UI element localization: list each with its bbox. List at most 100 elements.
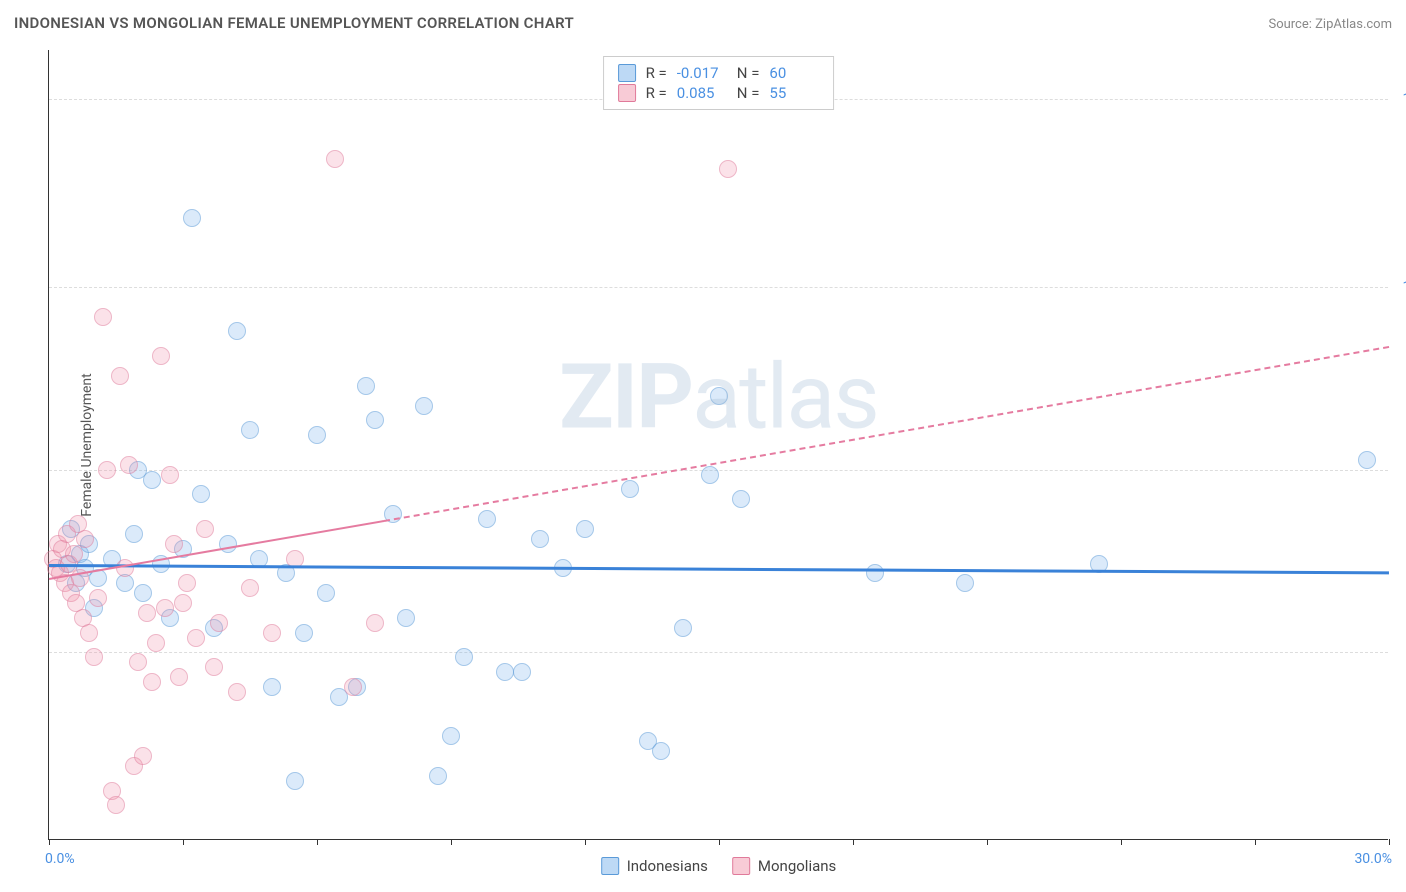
point-indonesian [429, 767, 447, 785]
point-mongolian [94, 308, 112, 326]
point-mongolian [161, 466, 179, 484]
point-indonesian [415, 397, 433, 415]
point-indonesian [478, 510, 496, 528]
point-indonesian [455, 648, 473, 666]
point-mongolian [143, 673, 161, 691]
point-indonesian [1358, 451, 1376, 469]
point-indonesian [701, 466, 719, 484]
point-mongolian [152, 347, 170, 365]
x-tick [1389, 839, 1390, 845]
point-indonesian [576, 520, 594, 538]
point-mongolian [263, 624, 281, 642]
n-value-series2: 55 [769, 84, 819, 102]
point-indonesian [228, 322, 246, 340]
point-indonesian [866, 564, 884, 582]
n-label: N = [737, 84, 760, 102]
point-indonesian [183, 209, 201, 227]
point-mongolian [187, 629, 205, 647]
legend-item-series1: Indonesians [601, 857, 708, 875]
point-mongolian [241, 579, 259, 597]
stats-row-series2: R = 0.085 N = 55 [618, 83, 820, 103]
x-axis-min-label: 0.0% [45, 851, 75, 867]
legend-item-series2: Mongolians [732, 857, 836, 875]
point-mongolian [85, 648, 103, 666]
point-indonesian [263, 678, 281, 696]
point-mongolian [156, 599, 174, 617]
r-value-series2: 0.085 [677, 84, 727, 102]
point-mongolian [344, 678, 362, 696]
stats-row-series1: R = -0.017 N = 60 [618, 63, 820, 83]
legend-label-series1: Indonesians [627, 857, 708, 875]
scatter-plot: Female Unemployment 3.8%7.5%11.2%15.0% Z… [48, 50, 1388, 840]
point-indonesian [674, 619, 692, 637]
point-mongolian [210, 614, 228, 632]
watermark-bold: ZIP [559, 345, 692, 450]
y-tick-label: 7.5% [1392, 462, 1406, 478]
swatch-series1 [618, 64, 636, 82]
x-tick [987, 839, 988, 845]
x-axis-max-label: 30.0% [1354, 851, 1392, 867]
correlation-stats-box: R = -0.017 N = 60 R = 0.085 N = 55 [603, 56, 835, 110]
trendline-mongolian [49, 520, 384, 580]
n-value-series1: 60 [769, 64, 819, 82]
point-mongolian [98, 461, 116, 479]
point-mongolian [89, 589, 107, 607]
point-mongolian [107, 796, 125, 814]
gridline [49, 287, 1388, 288]
point-mongolian [76, 530, 94, 548]
point-indonesian [442, 727, 460, 745]
point-indonesian [732, 490, 750, 508]
x-tick [1121, 839, 1122, 845]
point-mongolian [170, 668, 188, 686]
point-indonesian [531, 530, 549, 548]
point-indonesian [652, 742, 670, 760]
y-tick-label: 11.2% [1392, 279, 1406, 295]
point-mongolian [116, 559, 134, 577]
point-indonesian [295, 624, 313, 642]
swatch-series2 [618, 84, 636, 102]
point-indonesian [317, 584, 335, 602]
chart-header: INDONESIAN VS MONGOLIAN FEMALE UNEMPLOYM… [14, 14, 1392, 32]
r-label: R = [646, 64, 667, 82]
point-indonesian [357, 377, 375, 395]
x-tick [1255, 839, 1256, 845]
trendline-mongolian-dashed [384, 346, 1389, 522]
source-attribution: Source: ZipAtlas.com [1268, 17, 1392, 32]
chart-title: INDONESIAN VS MONGOLIAN FEMALE UNEMPLOYM… [14, 14, 574, 32]
legend: Indonesians Mongolians [601, 857, 837, 875]
point-indonesian [308, 426, 326, 444]
point-indonesian [143, 471, 161, 489]
n-label: N = [737, 64, 760, 82]
point-mongolian [65, 545, 83, 563]
point-indonesian [513, 663, 531, 681]
point-indonesian [956, 574, 974, 592]
y-tick-label: 15.0% [1392, 91, 1406, 107]
point-mongolian [228, 683, 246, 701]
point-indonesian [134, 584, 152, 602]
r-label: R = [646, 84, 667, 102]
y-tick-label: 3.8% [1392, 644, 1406, 660]
y-axis-label: Female Unemployment [79, 373, 95, 517]
point-mongolian [719, 160, 737, 178]
point-mongolian [120, 456, 138, 474]
point-indonesian [241, 421, 259, 439]
point-indonesian [621, 480, 639, 498]
point-mongolian [326, 150, 344, 168]
point-indonesian [397, 609, 415, 627]
x-tick [719, 839, 720, 845]
point-mongolian [138, 604, 156, 622]
point-indonesian [496, 663, 514, 681]
x-tick [853, 839, 854, 845]
legend-label-series2: Mongolians [758, 857, 836, 875]
x-tick [317, 839, 318, 845]
legend-swatch-series2 [732, 857, 750, 875]
point-indonesian [192, 485, 210, 503]
point-mongolian [205, 658, 223, 676]
trendline-indonesian [49, 564, 1389, 574]
legend-swatch-series1 [601, 857, 619, 875]
point-mongolian [165, 535, 183, 553]
point-mongolian [111, 367, 129, 385]
point-mongolian [174, 594, 192, 612]
x-tick [585, 839, 586, 845]
point-mongolian [196, 520, 214, 538]
